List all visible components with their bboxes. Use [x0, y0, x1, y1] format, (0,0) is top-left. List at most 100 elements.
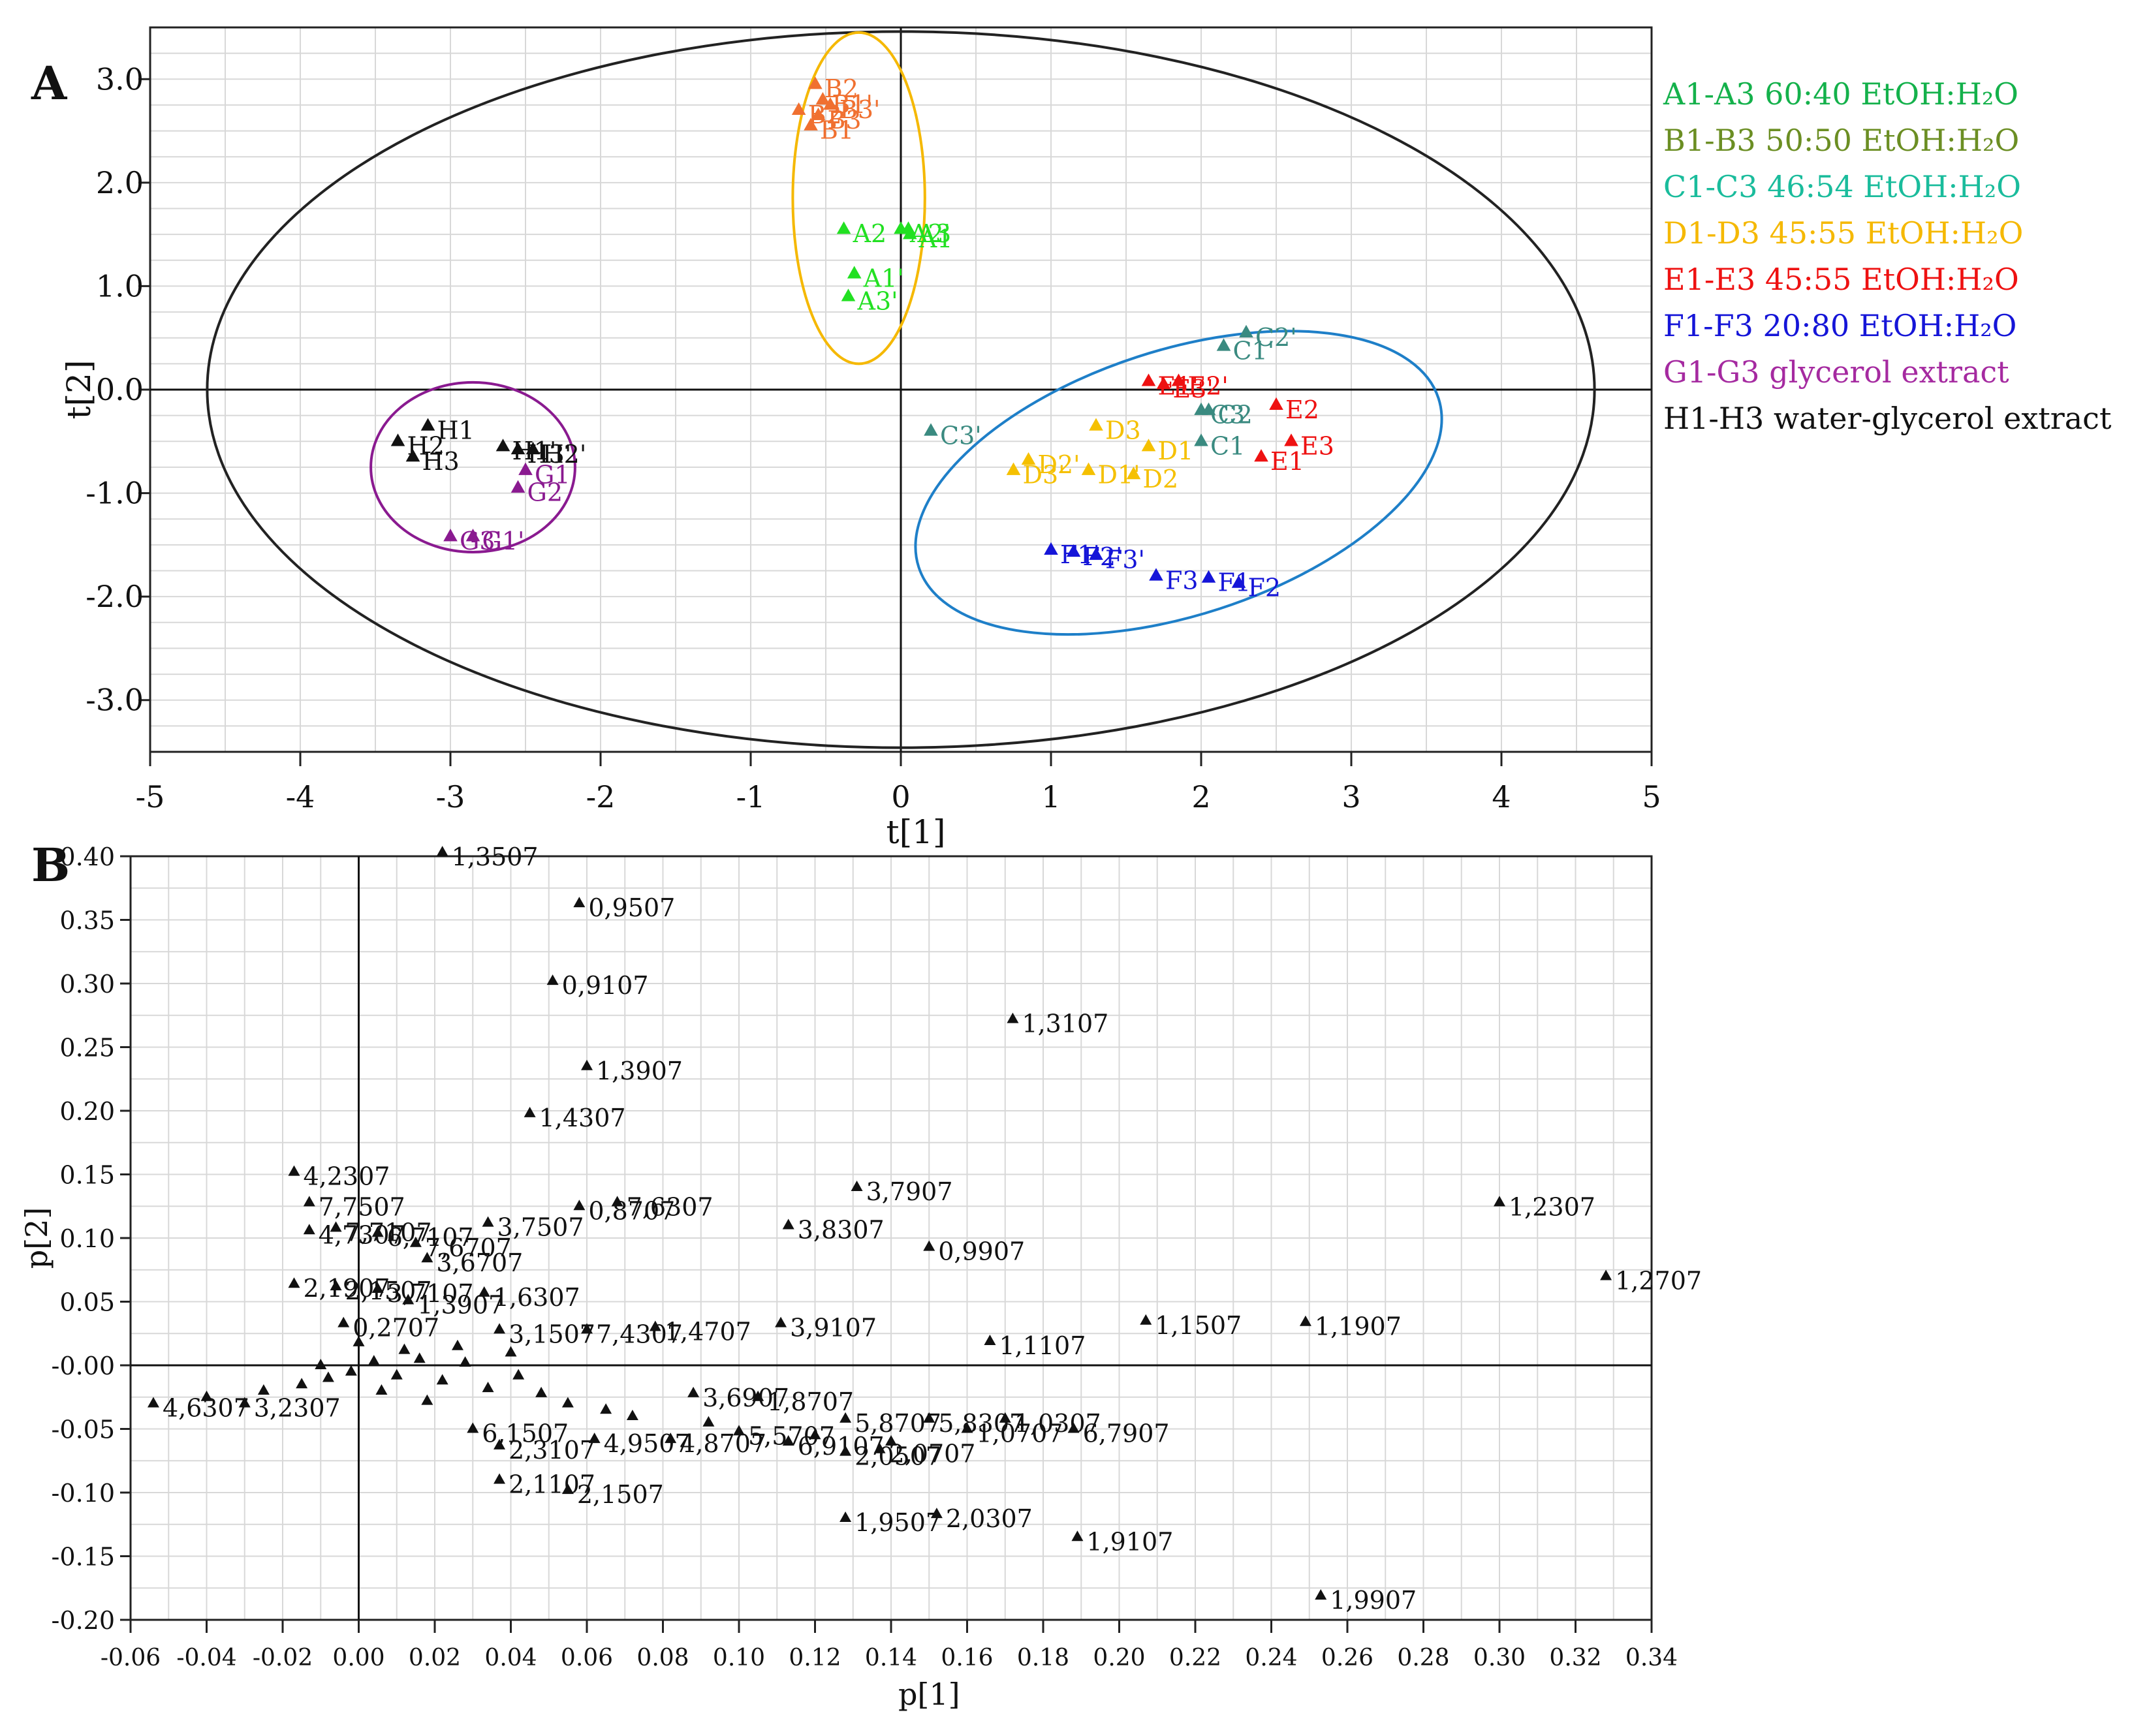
loading-point-label: 1,3507: [452, 843, 539, 871]
score-point-label: E1: [1270, 447, 1304, 476]
x-tick-label: 0.18: [1017, 1645, 1069, 1671]
score-point: [420, 418, 435, 431]
loading-point-label: 0,9507: [588, 893, 675, 922]
score-point-label: D3': [1023, 461, 1065, 489]
x-tick-label: 5: [1642, 779, 1661, 814]
loading-point-label: 0,9107: [562, 971, 649, 1000]
loading-point-label: 2,0307: [946, 1504, 1033, 1533]
score-point-label: C2': [1255, 323, 1297, 352]
loading-point: [885, 1435, 897, 1446]
score-point-label: B3: [828, 106, 862, 134]
score-point: [1194, 402, 1208, 415]
score-point: [804, 117, 818, 131]
x-tick-label: 0.08: [636, 1645, 689, 1671]
ellipse-purple-cluster: [369, 380, 576, 553]
loading-point: [546, 974, 559, 985]
x-tick-label: 0.12: [789, 1645, 841, 1671]
loading-point: [1315, 1589, 1327, 1600]
loading-point: [451, 1339, 463, 1350]
loading-point: [999, 1412, 1011, 1423]
x-tick-label: -0.06: [101, 1645, 161, 1671]
loading-point-label: 2,1107: [509, 1470, 595, 1499]
loading-point-label: 3,7907: [866, 1177, 953, 1206]
x-tick-label: 0.34: [1625, 1645, 1678, 1671]
loading-point-label: 3,7507: [497, 1213, 584, 1242]
loading-point: [436, 846, 448, 857]
loading-point-label: 1,9107: [1086, 1527, 1173, 1556]
x-tick-label: 0.24: [1245, 1645, 1297, 1671]
score-point: [390, 433, 405, 446]
loading-point: [733, 1425, 745, 1436]
x-tick-label: -5: [136, 779, 165, 814]
loading-point: [505, 1346, 517, 1357]
loading-point: [402, 1294, 415, 1305]
panel-b-label: B: [31, 838, 70, 892]
score-point: [1141, 373, 1156, 386]
score-point: [443, 529, 458, 542]
y-tick-label: 0.10: [59, 1224, 115, 1253]
score-point: [1021, 452, 1036, 465]
loading-point: [524, 1106, 536, 1117]
score-point: [525, 441, 541, 455]
score-point: [518, 462, 533, 475]
score-point: [495, 439, 510, 452]
score-point: [1006, 462, 1021, 475]
loading-point: [345, 1365, 357, 1376]
score-point-label: A3: [917, 219, 952, 248]
x-tick-label: -2: [586, 779, 616, 814]
score-point: [1149, 568, 1163, 581]
loading-point-label: 4,7307: [319, 1220, 405, 1249]
score-point: [1231, 575, 1246, 588]
score-point: [405, 449, 420, 462]
y-tick-label: 0.30: [59, 970, 115, 999]
loading-point: [775, 1316, 787, 1327]
loading-point-label: 6,7907: [1083, 1419, 1170, 1448]
loading-point: [337, 1316, 350, 1327]
loading-point-label: 1,8707: [767, 1387, 854, 1416]
y-axis-label: p[2]: [19, 1207, 54, 1269]
x-tick-label: 0.30: [1473, 1645, 1526, 1671]
score-point-label: F2: [1248, 574, 1281, 602]
loading-point: [330, 1221, 342, 1232]
y-tick-label: 0.0: [96, 372, 144, 407]
loading-point-label: 5,5707: [748, 1421, 835, 1450]
loading-point-label: 5,8707: [855, 1409, 941, 1438]
score-point-label: F3: [1165, 566, 1199, 595]
loading-point: [809, 1429, 821, 1440]
loading-point: [436, 1374, 448, 1385]
loading-point-label: 7,6307: [627, 1192, 714, 1221]
loading-point: [238, 1397, 251, 1408]
loading-point: [782, 1435, 794, 1446]
score-point: [808, 76, 823, 89]
score-point: [510, 480, 525, 493]
loading-point-label: 4,9507: [604, 1429, 691, 1458]
loading-point-label: 1,0307: [1014, 1409, 1101, 1438]
score-point: [841, 288, 856, 302]
score-point: [1156, 377, 1171, 390]
y-tick-label: 0.20: [59, 1097, 115, 1126]
loading-point: [961, 1422, 973, 1433]
loading-point: [482, 1382, 494, 1393]
score-point: [823, 97, 838, 110]
score-point-label: C2: [1218, 401, 1253, 429]
score-point: [847, 266, 862, 279]
score-point-label: G1': [482, 527, 525, 555]
score-point-label: G1: [535, 461, 571, 489]
y-tick-label: -3.0: [86, 683, 144, 718]
loading-point: [923, 1412, 935, 1423]
loading-point: [353, 1335, 365, 1346]
x-tick-label: 0: [891, 779, 910, 814]
loading-point: [581, 1323, 593, 1334]
loading-point-label: 0,2707: [353, 1314, 439, 1342]
loading-point-label: 2,1507: [345, 1277, 432, 1305]
score-point-label: E3: [1300, 431, 1334, 460]
score-point-label: H3: [422, 447, 460, 476]
loading-point: [588, 1433, 601, 1444]
score-point-label: A2': [909, 219, 950, 248]
score-point-label: C3': [940, 421, 982, 450]
loading-point: [561, 1483, 574, 1495]
loading-point-label: 1,3907: [417, 1291, 504, 1320]
loading-point: [421, 1252, 433, 1263]
loading-point: [303, 1196, 315, 1207]
score-point-label: F1: [1218, 568, 1251, 597]
